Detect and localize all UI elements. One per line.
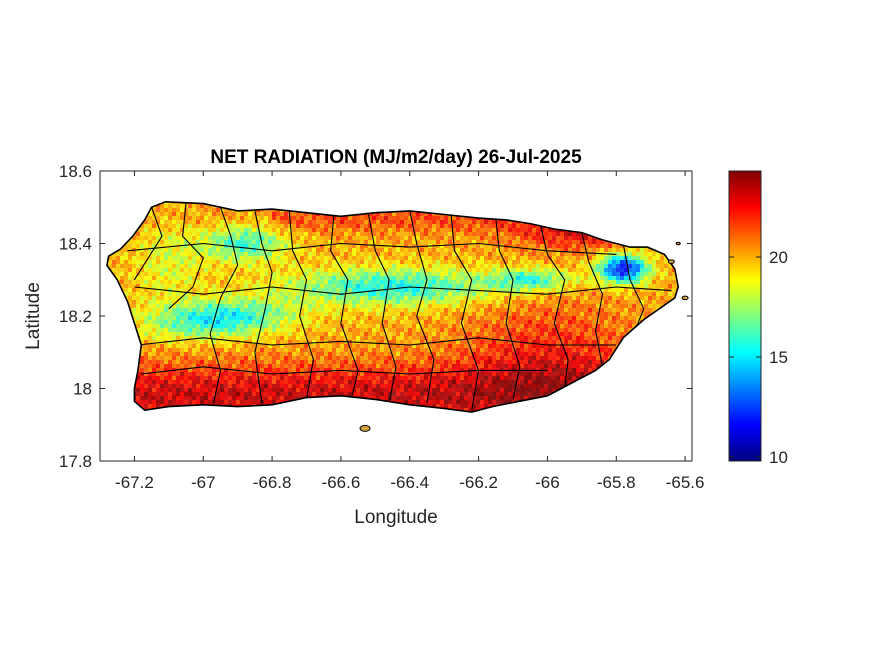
chart-title: NET RADIATION (MJ/m2/day) 26-Jul-2025 bbox=[210, 147, 582, 168]
map-plot-area: -67.2 -67 -66.8 -66.6 -66.4 -66.2 -66 -65.8 -65.… bbox=[59, 162, 705, 492]
